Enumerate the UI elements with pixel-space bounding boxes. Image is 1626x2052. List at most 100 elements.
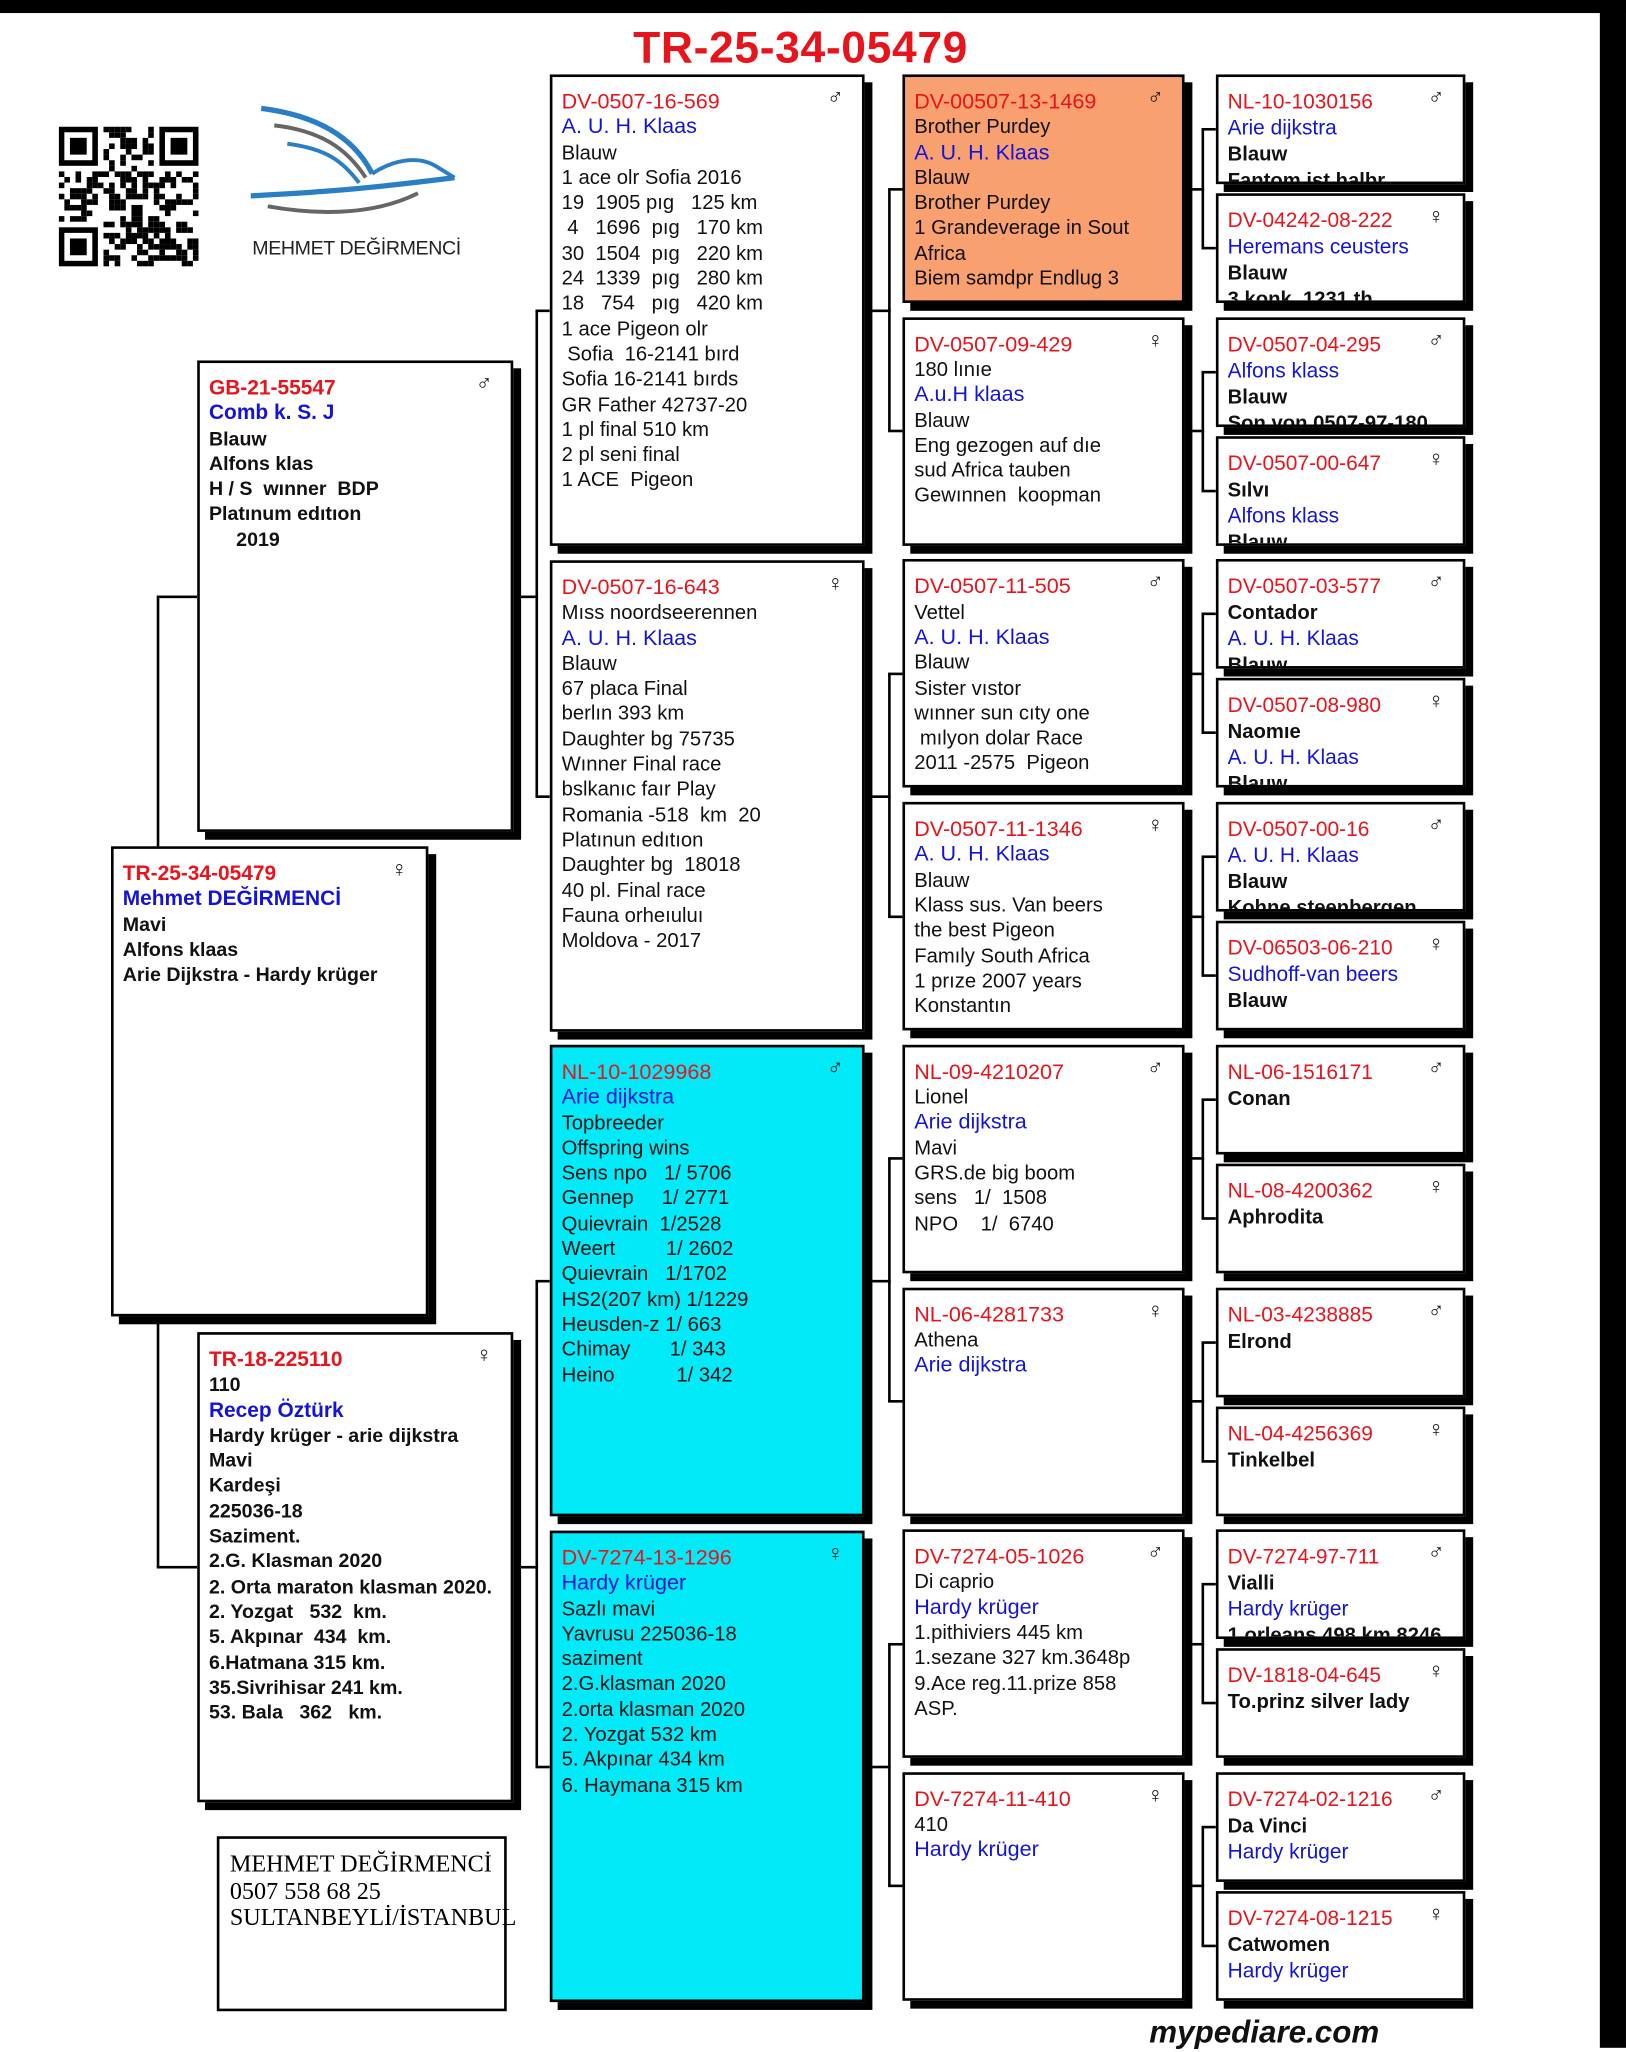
connector-line — [1201, 1583, 1216, 1586]
breeder-name: Heremans ceusters — [1227, 236, 1409, 259]
ancestor-pigeon-card[interactable]: ♀ NL-04-4256369 Tinkelbel — [1215, 1405, 1466, 1516]
male-symbol-icon: ♂ — [1146, 1054, 1164, 1080]
ancestor-pigeon-card[interactable]: ♀ DV-0507-09-429 180 lınıe A.u.H klaas Blauw… — [902, 316, 1185, 546]
connector-line — [888, 1400, 903, 1403]
pigeon-info-line: 6.Hatmana 315 km. — [208, 1651, 386, 1674]
pigeon-info-line: Heino 1/ 342 — [561, 1364, 733, 1387]
ring-number[interactable]: DV-04242-08-222 — [1227, 210, 1393, 233]
ring-number[interactable]: DV-7274-02-1216 — [1227, 1789, 1393, 1812]
ring-number[interactable]: NL-08-4200362 — [1227, 1180, 1373, 1203]
connector-line — [1184, 1885, 1205, 1888]
connector-line — [888, 672, 903, 676]
pigeon-info-line: 2.orta klasman 2020 — [561, 1698, 746, 1722]
ancestor-pigeon-card[interactable]: ♀ DV-7274-11-410 410 Hardy krüger — [902, 1772, 1185, 2001]
ring-number[interactable]: DV-00507-13-1469 — [914, 90, 1097, 114]
pigeon-info-line: Yavrusu 225036-18 — [561, 1623, 737, 1646]
ring-number[interactable]: NL-10-1030156 — [1227, 91, 1373, 114]
connector-line — [888, 1885, 903, 1888]
connector-line — [1201, 371, 1205, 491]
footer-website[interactable]: mypediare.com — [1149, 2015, 1380, 2051]
ring-number[interactable]: DV-1818-04-645 — [1227, 1665, 1381, 1688]
connector-line — [156, 594, 198, 598]
connector-line — [1201, 370, 1216, 374]
ring-number[interactable]: DV-0507-16-643 — [561, 575, 720, 600]
ancestor-pigeon-card[interactable]: ♂ DV-0507-11-505 Vettel A. U. H. Klaas Blauw… — [902, 559, 1185, 789]
connector-line — [888, 1158, 891, 1402]
ancestor-pigeon-card[interactable]: ♂ NL-10-1030156 Arie dijkstra Blauw Fantom i… — [1215, 74, 1466, 185]
subject-pigeon-card[interactable]: ♀ TR-25-34-05479 Mehmet DEĞİRMENCİ Mavi Alfo… — [111, 846, 429, 1317]
ring-number[interactable]: NL-10-1029968 — [561, 1060, 712, 1084]
pigeon-info-line: 2019 — [208, 528, 280, 551]
male-symbol-icon: ♂ — [1146, 84, 1164, 110]
pigeon-info-line: Blauw — [1227, 871, 1288, 894]
pigeon-info-line: Blauw — [1227, 262, 1288, 285]
connector-line — [1201, 1341, 1205, 1461]
male-symbol-icon: ♂ — [827, 1055, 844, 1081]
ancestor-pigeon-card[interactable]: ♀ DV-04242-08-222 Heremans ceusters Blauw 3 … — [1215, 193, 1466, 303]
ring-number[interactable]: DV-0507-04-295 — [1227, 333, 1381, 357]
ancestor-pigeon-card[interactable]: ♀ TR-18-225110 110 Recep Öztürk Hardy krüger… — [197, 1332, 514, 1803]
ring-number[interactable]: GB-21-55547 — [208, 377, 336, 400]
ancestor-pigeon-card[interactable]: ♀ DV-7274-08-1215 Catwomen Hardy krüger — [1215, 1890, 1466, 2001]
ancestor-pigeon-card[interactable]: ♂ NL-10-1029968 Arie dijkstra Topbreeder Off… — [549, 1044, 865, 1517]
ancestor-pigeon-card[interactable]: ♀ DV-06503-06-210 Sudhoff-van beers Blauw — [1215, 920, 1466, 1031]
ancestor-pigeon-card[interactable]: ♂ NL-09-4210207 Lionel Arie dijkstra Mavi GRS… — [902, 1044, 1185, 1274]
pigeon-info-line: Brother Purdey — [914, 116, 1051, 139]
ring-number[interactable]: DV-7274-13-1296 — [561, 1546, 732, 1570]
female-symbol-icon: ♀ — [1427, 1658, 1445, 1684]
ring-number[interactable]: DV-0507-08-980 — [1227, 695, 1381, 718]
ring-number[interactable]: NL-04-4256369 — [1227, 1422, 1373, 1446]
ancestor-pigeon-card[interactable]: ♀ DV-1818-04-645 To.prinz silver lady — [1215, 1648, 1466, 1759]
pigeon-info-line: To.prinz silver lady — [1227, 1691, 1410, 1714]
ring-number[interactable]: NL-09-4210207 — [914, 1060, 1064, 1084]
ancestor-pigeon-card[interactable]: ♀ DV-0507-11-1346 A. U. H. Klaas Blauw Klass… — [902, 802, 1185, 1031]
ring-number[interactable]: DV-0507-11-1346 — [914, 817, 1083, 842]
ring-number[interactable]: DV-7274-11-410 — [914, 1787, 1071, 1812]
ring-number[interactable]: DV-0507-11-505 — [914, 575, 1071, 599]
pigeon-info-line: 1 Grandeverage in Sout — [914, 217, 1130, 240]
ancestor-pigeon-card[interactable]: ♂ DV-7274-97-711 Vialli Hardy krüger 1.orlea… — [1215, 1529, 1466, 1640]
connector-line — [1201, 613, 1216, 616]
pigeon-info-line: 2.G. Klasman 2020 — [208, 1550, 383, 1573]
ring-number[interactable]: DV-0507-16-569 — [561, 90, 720, 114]
ancestor-pigeon-card[interactable]: ♀ DV-0507-00-647 Sılvı Alfons klass Blauw — [1215, 435, 1466, 546]
pigeon-info-line: Alfons klaas — [122, 938, 239, 962]
ancestor-pigeon-card[interactable]: ♂ DV-0507-16-569 A. U. H. Klaas Blauw 1 ace … — [549, 74, 865, 546]
breeder-name: Recep Öztürk — [208, 1399, 344, 1422]
ring-number[interactable]: TR-18-225110 — [208, 1349, 343, 1372]
pigeon-info-line: Weert 1/ 2602 — [561, 1238, 734, 1261]
ancestor-pigeon-card[interactable]: ♂ DV-7274-02-1216 Da Vinci Hardy krüger — [1215, 1772, 1466, 1882]
ring-number[interactable]: NL-06-1516171 — [1227, 1061, 1373, 1084]
female-symbol-icon: ♀ — [390, 856, 408, 882]
ring-number[interactable]: NL-03-4238885 — [1227, 1304, 1373, 1327]
ring-number[interactable]: DV-0507-00-16 — [1227, 818, 1370, 842]
breeder-name: Mehmet DEĞİRMENCİ — [122, 888, 342, 911]
ancestor-pigeon-card[interactable]: ♂ DV-0507-04-295 Alfons klass Blauw Son von … — [1215, 316, 1466, 427]
ring-number[interactable]: DV-06503-06-210 — [1227, 937, 1393, 961]
ancestor-pigeon-card[interactable]: ♂ NL-06-1516171 Conan — [1215, 1044, 1466, 1155]
ring-number[interactable]: DV-0507-09-429 — [914, 332, 1073, 357]
ring-number[interactable]: TR-25-34-05479 — [122, 863, 277, 886]
ancestor-pigeon-card[interactable]: ♂ DV-0507-03-577 Contador A. U. H. Klaas Bla… — [1215, 559, 1466, 670]
pigeon-info-line: Blauw — [208, 427, 267, 451]
ancestor-pigeon-card[interactable]: ♂ DV-7274-05-1026 Di caprio Hardy krüger 1.p… — [902, 1529, 1185, 1759]
ring-number[interactable]: DV-7274-08-1215 — [1227, 1907, 1393, 1931]
ancestor-pigeon-card[interactable]: ♀ DV-0507-16-643 Mıss noordseerennen A. U. … — [549, 560, 865, 1032]
ring-number[interactable]: DV-0507-00-647 — [1227, 452, 1381, 475]
ring-number[interactable]: DV-0507-03-577 — [1227, 576, 1381, 599]
pigeon-info-line: 1 ace olr Sofia 2016 — [561, 167, 742, 190]
ancestor-pigeon-card[interactable]: ♀ DV-0507-08-980 Naomıe A. U. H. Klaas Blauw — [1215, 678, 1466, 789]
pigeon-info-line: H / S wınner BDP — [208, 478, 379, 501]
ring-number[interactable]: DV-7274-05-1026 — [914, 1545, 1085, 1569]
ancestor-pigeon-card[interactable]: ♀ NL-06-4281733 Athena Arie dijkstra — [902, 1287, 1185, 1516]
connector-line — [888, 1643, 891, 1887]
ancestor-pigeon-card[interactable]: ♀ NL-08-4200362 Aphrodita — [1215, 1163, 1466, 1274]
ancestor-pigeon-card[interactable]: ♂ DV-00507-13-1469 Brother Purdey A. U. H. … — [902, 74, 1185, 303]
ancestor-pigeon-card[interactable]: ♂ DV-0507-00-16 A. U. H. Klaas Blauw Kohne s… — [1215, 802, 1466, 912]
ring-number[interactable]: NL-06-4281733 — [914, 1302, 1064, 1327]
ancestor-pigeon-card[interactable]: ♂ NL-03-4238885 Elrond — [1215, 1287, 1466, 1397]
ring-number[interactable]: DV-7274-97-711 — [1227, 1546, 1380, 1569]
ancestor-pigeon-card[interactable]: ♂ GB-21-55547 Comb k. S. J Blauw Alfons klas… — [197, 360, 514, 832]
ancestor-pigeon-card[interactable]: ♀ DV-7274-13-1296 Hardy krüger Sazlı mavi Ya… — [549, 1530, 865, 2003]
pigeon-info-line: wınner sun cıty one — [914, 702, 1090, 725]
